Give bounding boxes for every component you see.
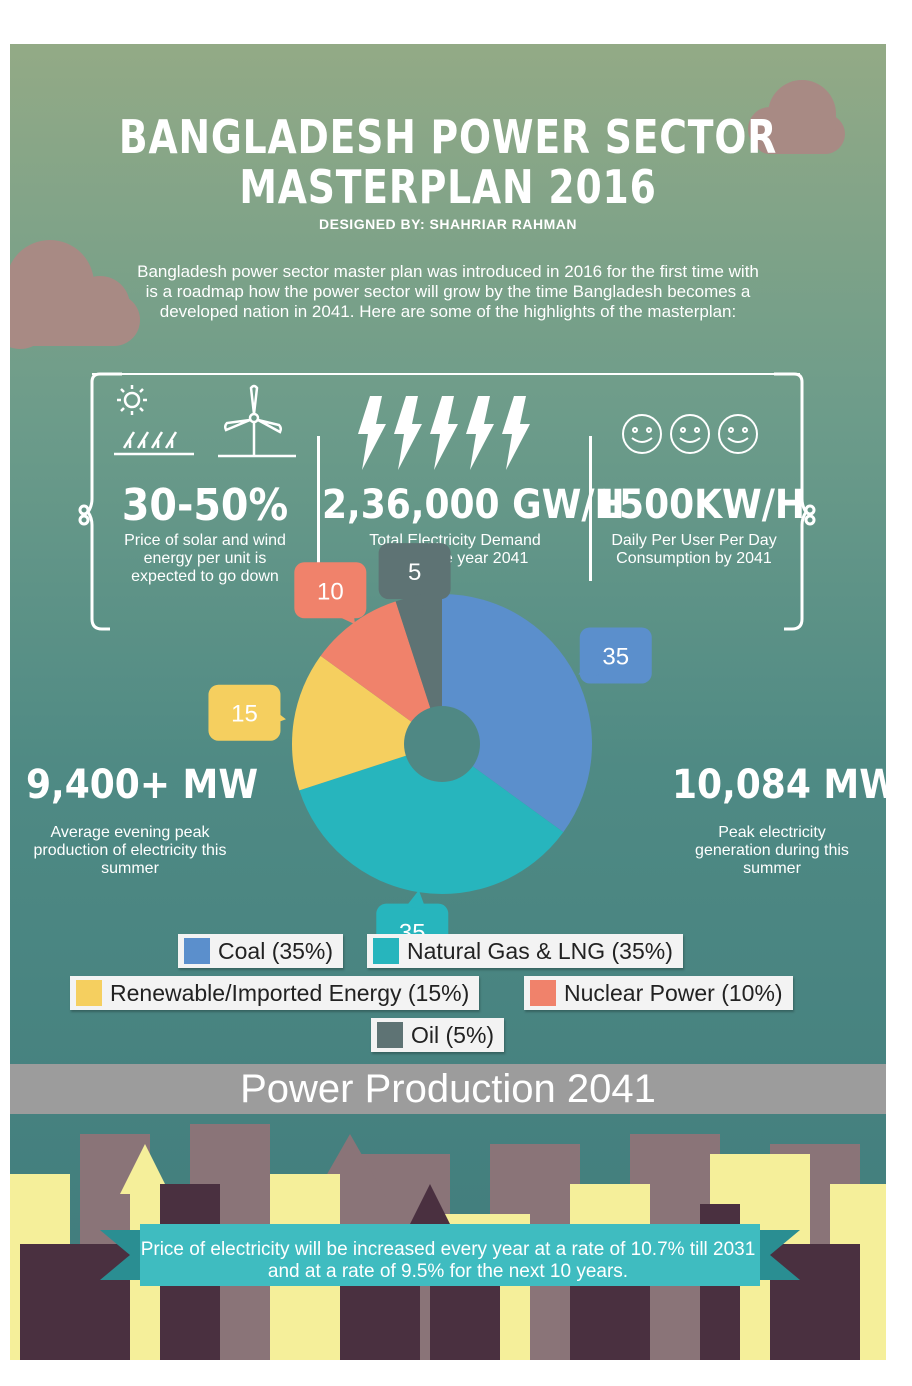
data-label-pointer xyxy=(266,706,286,727)
chart-title-banner: Power Production 2041 xyxy=(10,1064,886,1114)
legend-swatch xyxy=(373,938,399,964)
cloud-left-icon xyxy=(10,240,140,349)
legend-item-nuclear: Nuclear Power (10%) xyxy=(524,976,793,1010)
legend-item-coal: Coal (35%) xyxy=(178,934,344,968)
stat-solar-desc: Price of solar and wind energy per unit … xyxy=(124,532,286,585)
legend-item-natural-gas: Natural Gas & LNG (35%) xyxy=(367,934,683,968)
lightning-bolt-icon xyxy=(358,396,530,470)
infographic-poster: BANGLADESH POWER SECTOR MASTERPLAN 2016 … xyxy=(10,44,886,1360)
cloud-top-right-icon xyxy=(748,80,845,154)
data-label-nuclear: 10 xyxy=(317,578,344,605)
data-label-bubble xyxy=(579,627,652,684)
footer-note: Price of electricity will be increased e… xyxy=(140,1239,756,1282)
data-label-bubble xyxy=(376,903,449,944)
stat-evening-peak-value: 9,400+ MW xyxy=(26,762,259,808)
legend-item-renewable: Renewable/Imported Energy (15%) xyxy=(70,976,480,1010)
data-label-pointer xyxy=(336,603,356,625)
wind-turbine-icon xyxy=(218,384,296,458)
data-label-bubble xyxy=(378,543,451,600)
legend-label: Natural Gas & LNG (35%) xyxy=(407,937,673,964)
stat-solar-value: 30-50% xyxy=(121,480,289,531)
background-decoration xyxy=(10,80,845,349)
stat-evening-peak-desc: Average evening peak production of elect… xyxy=(33,824,227,877)
stat-demand-value: 2,36,000 GW/H xyxy=(322,482,625,528)
pie-slice-nuclear xyxy=(320,601,442,744)
legend-swatch xyxy=(76,980,102,1006)
legend-item-oil: Oil (5%) xyxy=(371,1018,505,1052)
legend-swatch xyxy=(530,980,556,1006)
chart-title: Power Production 2041 xyxy=(240,1067,656,1111)
data-label-pointer xyxy=(408,593,429,613)
data-label-coal: 35 xyxy=(602,643,629,670)
data-label-pointer xyxy=(578,657,599,676)
stat-consumption-desc: Daily Per User Per Day Consumption by 20… xyxy=(611,532,777,567)
smiley-face-icon xyxy=(622,414,758,454)
intro-text: Bangladesh power sector master plan was … xyxy=(137,262,759,321)
legend-label: Renewable/Imported Energy (15%) xyxy=(110,979,470,1006)
divider-right xyxy=(589,436,592,581)
data-label-bubble xyxy=(294,562,367,619)
pie-slice-coal xyxy=(442,594,593,833)
data-label-oil: 5 xyxy=(408,559,421,586)
stat-consumption-value: 1500KW/H xyxy=(594,482,806,528)
stat-peak-generation-desc: Peak electricity generation during this … xyxy=(695,824,849,877)
pie-slice-renewable xyxy=(291,655,442,791)
pie-slice-oil xyxy=(395,594,442,744)
data-label-renewable: 15 xyxy=(231,701,258,728)
footer-ribbon xyxy=(100,1224,800,1286)
designer-credit: DESIGNED BY: SHAHRIAR RAHMAN xyxy=(319,216,577,232)
stat-peak-generation-value: 10,084 MW xyxy=(672,762,886,808)
legend-label: Coal (35%) xyxy=(218,937,334,964)
pie-slice-natural-gas xyxy=(299,744,564,894)
legend-swatch xyxy=(184,938,210,964)
divider-left xyxy=(317,436,320,581)
data-label-pointer xyxy=(406,890,426,910)
legend-swatch xyxy=(377,1022,403,1048)
highlights-frame xyxy=(78,372,816,631)
legend-label: Oil (5%) xyxy=(411,1021,495,1048)
legend-label: Nuclear Power (10%) xyxy=(564,979,783,1006)
pie-center-hole xyxy=(404,706,480,782)
data-label-bubble xyxy=(208,684,281,741)
page-title: BANGLADESH POWER SECTOR MASTERPLAN 2016 xyxy=(118,110,778,214)
sun-solar-panel-icon xyxy=(114,385,194,456)
